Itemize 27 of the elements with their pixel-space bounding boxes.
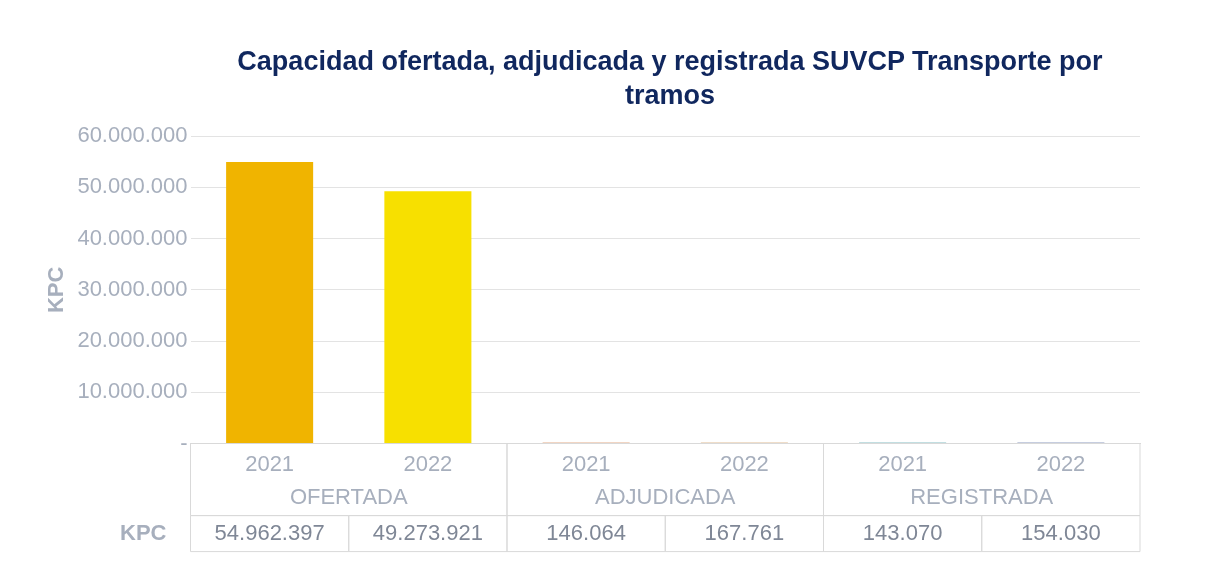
text: ADJUDICADA — [594, 483, 736, 509]
y-tick-label: - — [180, 429, 188, 455]
x-tick-label: 2022 — [719, 450, 769, 476]
bar — [226, 162, 314, 444]
y-tick-label: 20.000.000 — [77, 327, 188, 353]
y-tick-label: 40.000.000 — [77, 224, 188, 250]
data-label: 54.962.397 — [214, 519, 325, 545]
chart-title: Capacidad ofertada, adjudicada y registrada SUVCP Transporte por tramos — [236, 45, 1104, 112]
text: KPC — [43, 266, 69, 314]
data-label: 154.030 — [1021, 519, 1101, 545]
x-tick-label: 2021 — [878, 450, 928, 476]
text: REGISTRADA — [910, 483, 1054, 509]
data-label: 146.064 — [546, 519, 626, 545]
y-tick-label: 10.000.000 — [77, 378, 188, 404]
data-label: 143.070 — [862, 519, 943, 545]
x-tick-label: 2022 — [1036, 450, 1086, 476]
data-label: 167.761 — [704, 519, 785, 545]
y-tick-label: 30.000.000 — [77, 275, 188, 301]
y-axis-title: KPC — [120, 519, 167, 545]
y-tick-label: 50.000.000 — [77, 173, 188, 199]
x-tick-label: 2021 — [245, 450, 295, 476]
text: OFERTADA — [289, 483, 408, 509]
x-tick-label: 2021 — [561, 450, 611, 476]
x-tick-label: 2022 — [403, 450, 453, 476]
y-tick-label: 60.000.000 — [77, 122, 188, 148]
data-label: 49.273.921 — [372, 519, 483, 545]
bar — [384, 191, 472, 444]
